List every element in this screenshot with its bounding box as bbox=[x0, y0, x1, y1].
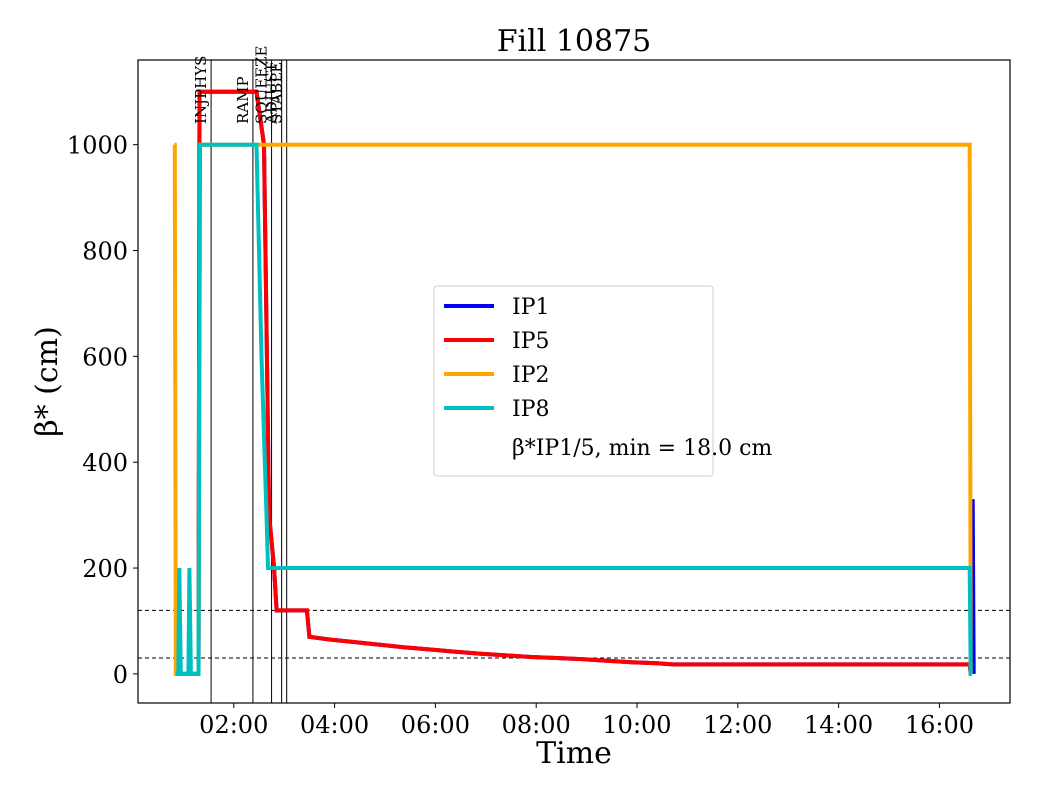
y-axis-label: β* (cm) bbox=[30, 326, 65, 437]
x-tick-label-5: 12:00 bbox=[703, 711, 772, 739]
legend-annotation: β*IP1/5, min = 18.0 cm bbox=[512, 436, 772, 461]
y-tick-label-4: 800 bbox=[82, 238, 128, 266]
x-tick-label-1: 04:00 bbox=[300, 711, 369, 739]
ticks-layer: 02:00 04:00 06:00 08:00 10:00 12:00 14:00 16:00… bbox=[67, 132, 974, 739]
x-tick-label-7: 16:00 bbox=[905, 711, 974, 739]
y-tick-label-1: 200 bbox=[82, 555, 128, 583]
plot-area bbox=[138, 60, 1010, 703]
phase-label-4: STABLE bbox=[268, 62, 286, 124]
x-tick-label-0: 02:00 bbox=[199, 711, 268, 739]
phase-label-0: INJPHYS bbox=[192, 56, 210, 124]
x-tick-label-6: 14:00 bbox=[804, 711, 873, 739]
phase-label-1: RAMP bbox=[234, 76, 252, 124]
legend-label-ip5: IP5 bbox=[512, 329, 550, 354]
phase-label-3: ADJUST bbox=[263, 62, 281, 125]
legend-label-ip8: IP8 bbox=[512, 397, 550, 422]
legend-label-ip1: IP1 bbox=[512, 295, 550, 320]
x-tick-label-2: 06:00 bbox=[401, 711, 470, 739]
x-tick-label-3: 08:00 bbox=[502, 711, 571, 739]
y-tick-label-0: 0 bbox=[113, 661, 128, 689]
x-tick-label-4: 10:00 bbox=[602, 711, 671, 739]
chart-title: Fill 10875 bbox=[497, 24, 652, 59]
legend-label-ip2: IP2 bbox=[512, 363, 550, 388]
y-tick-label-3: 600 bbox=[82, 343, 128, 371]
x-axis-label: Time bbox=[536, 736, 612, 771]
legend-box bbox=[433, 285, 714, 477]
y-tick-label-5: 1000 bbox=[67, 132, 128, 160]
legend: IP1 IP5 IP2 IP8 β*IP1/5, min = 18.0 cm bbox=[433, 285, 772, 477]
phase-label-2: SQUEEZE bbox=[253, 46, 271, 125]
series-line-ip5 bbox=[178, 89, 973, 676]
plot-frame bbox=[137, 59, 1011, 704]
series-line-ip8 bbox=[175, 142, 973, 676]
y-tick-label-2: 400 bbox=[82, 449, 128, 477]
